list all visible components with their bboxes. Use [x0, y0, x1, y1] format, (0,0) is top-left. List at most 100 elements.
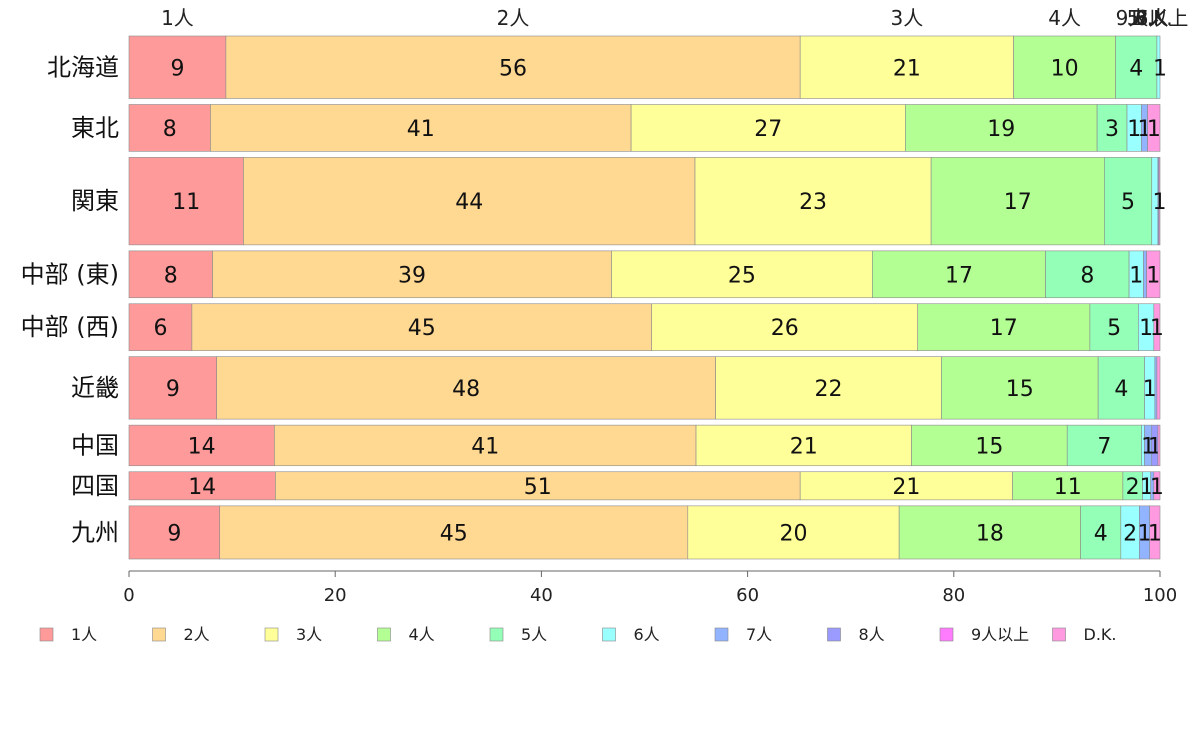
- x-tick-label: 80: [942, 585, 965, 606]
- bar-segment: [1097, 356, 1145, 420]
- data-label: 48: [452, 377, 480, 402]
- bar-segment: [275, 471, 801, 501]
- bar-segment: [715, 356, 942, 420]
- bar-segment: [210, 104, 632, 152]
- legend-swatch: [489, 627, 504, 642]
- legend-label: 5人: [521, 625, 547, 644]
- data-label: 5: [1107, 316, 1121, 341]
- bar-segment: [128, 424, 275, 467]
- data-label: 39: [398, 263, 426, 288]
- bar-segment: [799, 35, 1014, 99]
- series-top-label: 8人: [1136, 6, 1169, 30]
- category-label: 九州: [71, 518, 119, 546]
- data-label: 3: [1105, 117, 1119, 142]
- bar-segment: [128, 104, 211, 152]
- data-label: 1: [1150, 475, 1164, 500]
- data-label: 4: [1094, 521, 1108, 546]
- series-top-label: 5.: [1127, 6, 1146, 30]
- series-top-label: 3人: [891, 6, 924, 30]
- bar-segment: [872, 250, 1046, 299]
- bar-segment: [274, 424, 697, 467]
- bar-segment: [225, 35, 801, 99]
- legend-swatch: [602, 627, 616, 642]
- category-label: 北海道: [47, 53, 119, 81]
- bar-row: 東北 8 41 27 19 3 111: [71, 104, 1161, 152]
- data-label: 11: [172, 190, 200, 215]
- data-label: 9: [170, 56, 184, 81]
- legend-item: 8人: [827, 625, 885, 644]
- legend-label: 1人: [71, 625, 97, 644]
- data-label: 14: [188, 434, 216, 459]
- data-label: 45: [408, 316, 436, 341]
- bar-segment: [651, 303, 919, 351]
- data-label: 4: [1129, 56, 1143, 81]
- bar-segment: [1157, 424, 1161, 467]
- bar-segment: [212, 250, 612, 299]
- bar-segment: [1149, 505, 1161, 560]
- x-axis: 0 20 40 60 80 100: [123, 570, 1177, 606]
- series-top-label: 9人以上: [1116, 6, 1188, 30]
- data-label: 21: [892, 475, 920, 500]
- bar-segment: [128, 35, 227, 99]
- bar-segment: [1012, 471, 1124, 501]
- bar-segment: [687, 505, 900, 560]
- bar-segment: [128, 505, 221, 560]
- x-tick-label: 20: [324, 585, 347, 606]
- legend-item: 1人: [39, 625, 97, 644]
- bar-segment: [219, 505, 689, 560]
- bar-segment: [941, 356, 1099, 420]
- data-label: 1: [1146, 263, 1160, 288]
- legend-swatch: [1052, 627, 1066, 642]
- bar-segment: [128, 157, 244, 246]
- bar-segment: [1153, 303, 1161, 351]
- data-label: 17: [990, 316, 1018, 341]
- data-label: 21: [893, 56, 921, 81]
- data-label: 27: [754, 117, 782, 142]
- series-top-label: 7人: [1136, 6, 1169, 30]
- data-label: 23: [799, 190, 827, 215]
- bar-segment: [1158, 157, 1161, 246]
- bar-segment: [243, 157, 696, 246]
- legend-swatch: [39, 627, 54, 642]
- bar-segment: [191, 303, 653, 351]
- legend-swatch: [377, 627, 391, 642]
- legend-item: 7人: [714, 625, 772, 644]
- category-label: 中国: [71, 431, 119, 459]
- data-label: 22: [815, 377, 843, 402]
- data-label: 56: [499, 56, 527, 81]
- data-label: 17: [945, 263, 973, 288]
- data-label: 1: [1148, 521, 1162, 546]
- legend-label: 4人: [409, 625, 435, 644]
- legend-item: 9人以上: [939, 625, 1029, 644]
- legend-label: 3人: [296, 625, 322, 644]
- legend-item: 5人: [489, 625, 547, 644]
- data-label: 25: [728, 263, 756, 288]
- legend-item: 2人: [152, 625, 210, 644]
- bar-segment: [1156, 356, 1161, 420]
- bar-segment: [1096, 104, 1128, 152]
- data-label: 11: [1054, 475, 1082, 500]
- bar-segment: [128, 471, 276, 501]
- series-top-label: 2人: [497, 6, 530, 30]
- legend-swatch: [827, 627, 841, 642]
- category-label: 中部 (東): [21, 260, 119, 288]
- data-label: 1: [1147, 117, 1161, 142]
- bar-segment: [917, 303, 1091, 351]
- data-label: 1: [1139, 316, 1153, 341]
- data-label: 51: [524, 475, 552, 500]
- data-label: 8: [1080, 263, 1094, 288]
- series-top-label: D.K.: [1131, 6, 1172, 30]
- data-label: 1: [1152, 190, 1166, 215]
- data-label: 44: [455, 190, 483, 215]
- bar-segment: [905, 104, 1098, 152]
- data-label: 17: [1004, 190, 1032, 215]
- bar-segment: [898, 505, 1081, 560]
- bar-row: 四国 14 51 21 11 2 11: [71, 471, 1164, 501]
- bar-segment: [1146, 250, 1161, 299]
- bar-segment: [1045, 250, 1130, 299]
- bar-segment: [1089, 303, 1139, 351]
- bar-segment: [911, 424, 1068, 467]
- data-label: 8: [164, 263, 178, 288]
- x-tick-label: 100: [1143, 585, 1177, 606]
